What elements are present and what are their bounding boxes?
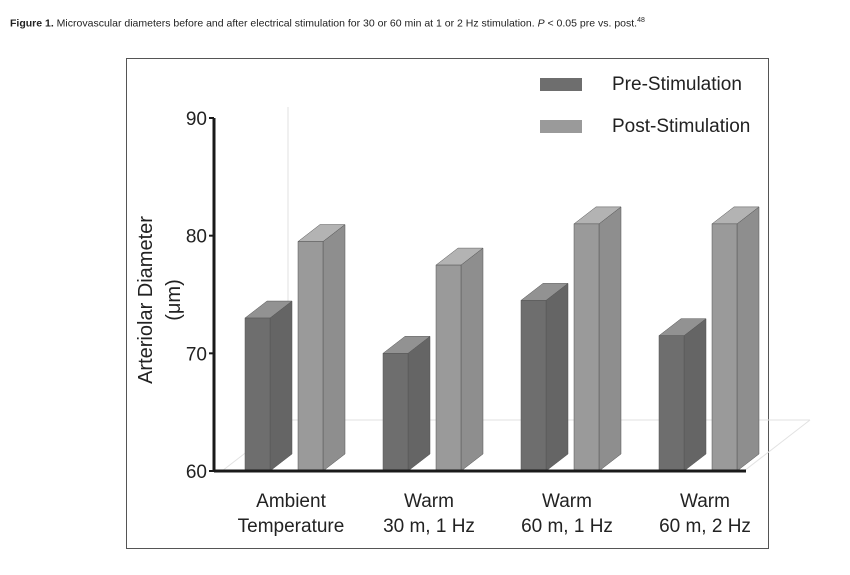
- bar-side-0-0: [269, 300, 293, 472]
- caption-p-symbol: P: [537, 17, 545, 30]
- legend-swatch-1: [540, 120, 582, 133]
- bar-0-1: [297, 241, 324, 472]
- bar-1-0: [382, 353, 409, 472]
- x-tick-label-2-line1: Warm: [542, 491, 592, 512]
- legend-label-1: Post-Stimulation: [612, 116, 750, 137]
- bar-2-1: [573, 223, 600, 472]
- y-axis-unit: (μm): [163, 279, 185, 321]
- x-tick-label-0-line1: Ambient: [256, 491, 326, 512]
- x-tick-label-3-line2: 60 m, 2 Hz: [659, 516, 751, 537]
- bar-side-2-0: [545, 282, 569, 472]
- bar-side-3-1: [736, 206, 760, 472]
- x-tick-label-3-line1: Warm: [680, 491, 730, 512]
- x-tick-label-1-line1: Warm: [404, 491, 454, 512]
- bar-side-2-1: [598, 206, 622, 472]
- x-tick-label-0-line2: Temperature: [238, 516, 345, 537]
- y-tick-label-80: 80: [186, 227, 207, 248]
- bar-2-0: [520, 300, 547, 472]
- x-tick-label-2-line2: 60 m, 1 Hz: [521, 516, 613, 537]
- caption-reference: 48: [637, 17, 645, 24]
- legend-swatch-0: [540, 78, 582, 91]
- bar-1-1: [435, 264, 462, 472]
- y-tick-label-90: 90: [186, 109, 207, 130]
- bar-side-0-1: [322, 224, 346, 472]
- y-tick-label-60: 60: [186, 462, 207, 483]
- y-axis-label: Arteriolar Diameter: [135, 216, 157, 384]
- floor-right-line: [743, 419, 811, 472]
- caption-text-after: < 0.05 pre vs. post.: [544, 17, 638, 30]
- bar-3-0: [658, 335, 685, 472]
- y-tick-label-70: 70: [186, 344, 207, 365]
- legend-label-0: Pre-Stimulation: [612, 74, 742, 95]
- chart-frame: [126, 58, 769, 549]
- figure-caption: Figure 1. Microvascular diameters before…: [10, 17, 840, 30]
- caption-text: Microvascular diameters before and after…: [53, 17, 538, 30]
- x-tick-label-1-line2: 30 m, 1 Hz: [383, 516, 475, 537]
- bar-side-1-0: [407, 335, 431, 472]
- bar-3-1: [711, 223, 738, 472]
- bar-0-0: [244, 317, 271, 472]
- bar-side-1-1: [460, 247, 484, 472]
- bar-side-3-0: [683, 318, 707, 472]
- caption-label: Figure 1.: [10, 17, 54, 30]
